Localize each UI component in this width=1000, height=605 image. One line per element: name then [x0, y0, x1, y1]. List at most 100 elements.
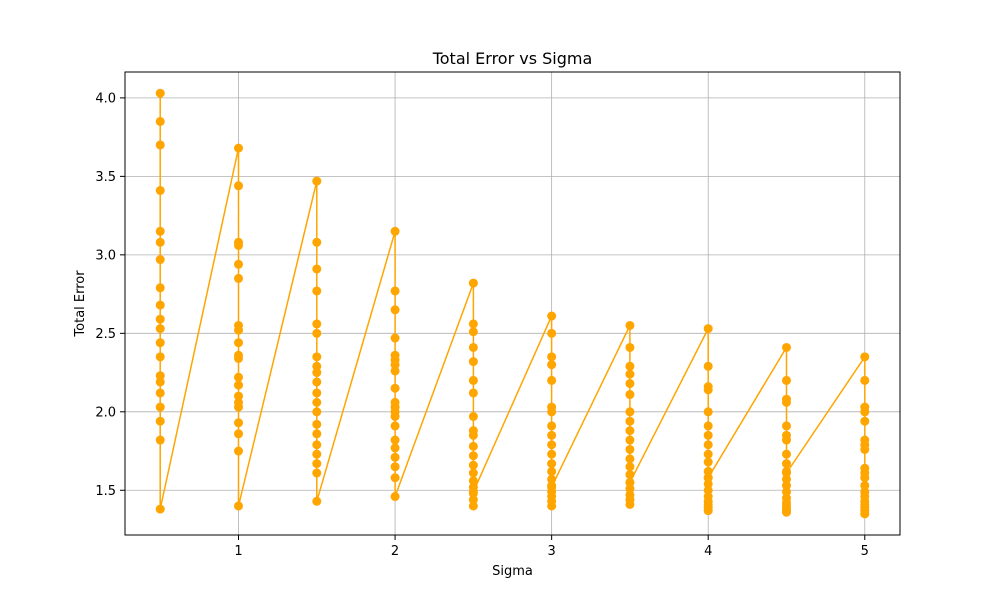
data-point: [703, 421, 713, 431]
data-point: [625, 499, 635, 509]
y-tick-label: 3.5: [95, 170, 116, 185]
data-point: [547, 459, 557, 469]
data-point: [625, 390, 635, 400]
data-point: [234, 338, 244, 348]
data-point: [547, 375, 557, 385]
y-tick-label: 2.5: [95, 327, 116, 342]
data-point: [390, 412, 400, 422]
data-point: [781, 421, 791, 431]
data-point: [312, 264, 322, 274]
data-point: [468, 460, 478, 470]
data-point: [155, 140, 165, 150]
data-point: [390, 452, 400, 462]
data-point: [234, 143, 244, 153]
data-point: [155, 435, 165, 445]
data-point: [234, 353, 244, 363]
data-point: [703, 324, 713, 334]
data-point: [155, 226, 165, 236]
data-point: [781, 481, 791, 491]
x-tick-label: 4: [704, 544, 712, 559]
data-point: [312, 352, 322, 362]
data-point: [703, 485, 713, 495]
grid-lines: [125, 72, 900, 535]
data-point: [703, 466, 713, 476]
data-point: [781, 507, 791, 517]
data-point: [625, 369, 635, 379]
data-point: [547, 311, 557, 321]
data-point: [781, 342, 791, 352]
data-point: [390, 333, 400, 343]
y-tick-label: 2.0: [95, 405, 116, 420]
data-point: [312, 440, 322, 450]
data-point: [155, 371, 165, 381]
data-point: [155, 402, 165, 412]
data-point: [390, 443, 400, 453]
data-point: [703, 440, 713, 450]
data-point: [781, 397, 791, 407]
data-point: [625, 407, 635, 417]
data-point: [468, 451, 478, 461]
data-point: [547, 474, 557, 484]
data-point: [155, 116, 165, 126]
data-point: [547, 440, 557, 450]
data-point: [234, 259, 244, 269]
data-point: [312, 397, 322, 407]
x-tick-label: 1: [234, 544, 242, 559]
x-tick-label: 2: [391, 544, 399, 559]
data-point: [625, 484, 635, 494]
data-point: [781, 459, 791, 469]
data-point: [703, 449, 713, 459]
data-point: [312, 429, 322, 439]
data-point: [547, 328, 557, 338]
data-point: [703, 506, 713, 516]
data-point: [781, 435, 791, 445]
data-point: [468, 388, 478, 398]
data-point: [234, 402, 244, 412]
data-point: [234, 273, 244, 283]
data-point: [390, 305, 400, 315]
data-point: [703, 361, 713, 371]
data-point: [234, 418, 244, 428]
data-point: [547, 360, 557, 370]
data-point: [390, 473, 400, 483]
data-point: [390, 286, 400, 296]
data-point: [390, 492, 400, 502]
data-point: [781, 487, 791, 497]
y-axis-label: Total Error: [73, 270, 88, 338]
data-point: [625, 477, 635, 487]
data-point: [155, 88, 165, 98]
data-point: [155, 377, 165, 387]
data-point: [703, 473, 713, 483]
data-point: [234, 380, 244, 390]
data-point: [781, 468, 791, 478]
data-point: [468, 476, 478, 486]
data-point: [312, 237, 322, 247]
data-point: [312, 407, 322, 417]
data-point: [703, 407, 713, 417]
data-point: [234, 325, 244, 335]
data-point: [547, 430, 557, 440]
data-point: [468, 319, 478, 329]
data-point: [468, 501, 478, 511]
data-point: [625, 416, 635, 426]
data-point: [312, 449, 322, 459]
data-point: [547, 352, 557, 362]
data-point: [468, 495, 478, 505]
data-point: [312, 319, 322, 329]
data-point: [312, 388, 322, 398]
data-point: [155, 314, 165, 324]
data-point: [390, 421, 400, 431]
data-point: [547, 449, 557, 459]
data-point: [860, 509, 870, 519]
data-point: [390, 366, 400, 376]
data-point: [155, 504, 165, 514]
data-point: [468, 375, 478, 385]
data-point: [860, 444, 870, 454]
data-point: [312, 286, 322, 296]
data-point: [155, 352, 165, 362]
data-point: [155, 388, 165, 398]
data-point: [860, 416, 870, 426]
